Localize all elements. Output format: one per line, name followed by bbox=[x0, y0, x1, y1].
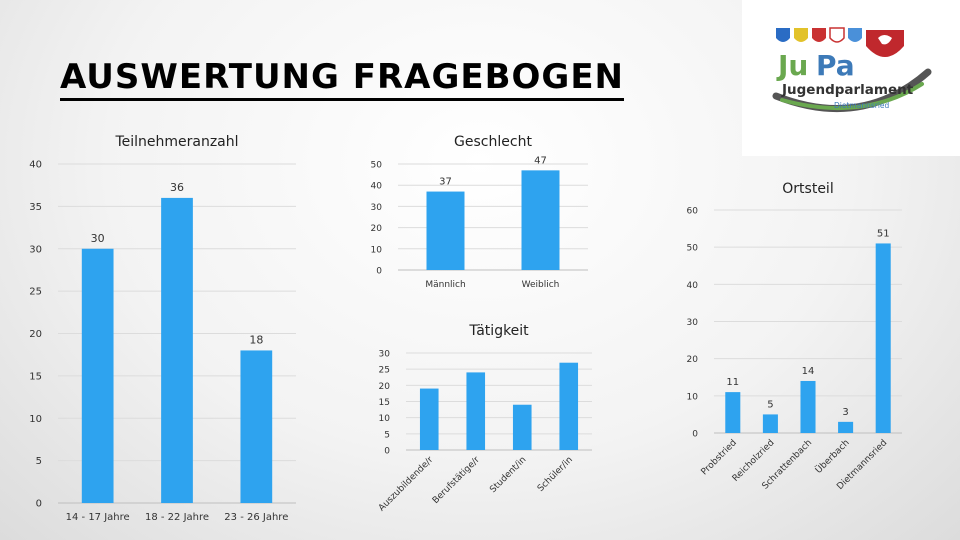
y-tick-label: 10 bbox=[379, 414, 391, 424]
bar-1 bbox=[466, 372, 486, 450]
bar-1 bbox=[521, 170, 560, 270]
y-tick-label: 25 bbox=[379, 366, 390, 376]
category-label: 23 - 26 Jahre bbox=[224, 512, 288, 523]
bar-2 bbox=[240, 350, 273, 503]
bar-3 bbox=[838, 421, 854, 433]
data-label: 18 bbox=[249, 333, 263, 346]
y-tick-label: 0 bbox=[384, 447, 390, 457]
logo-graphic: Ju Pa Jugendparlament Dietmannsried bbox=[772, 27, 932, 113]
data-label: 11 bbox=[726, 377, 739, 388]
y-tick-label: 50 bbox=[371, 161, 383, 171]
data-label: 5 bbox=[767, 399, 773, 410]
bar-0 bbox=[419, 388, 439, 450]
category-label: Überbach bbox=[813, 437, 851, 475]
y-tick-label: 50 bbox=[687, 244, 699, 254]
y-tick-label: 20 bbox=[379, 382, 391, 392]
data-label: 14 bbox=[802, 366, 815, 377]
data-label: 3 bbox=[842, 407, 848, 418]
data-label: 30 bbox=[91, 232, 105, 245]
y-tick-label: 20 bbox=[687, 355, 699, 365]
page-title: AUSWERTUNG FRAGEBOGEN bbox=[60, 56, 625, 101]
bar-0 bbox=[426, 191, 465, 270]
bar-0 bbox=[81, 248, 114, 503]
data-label: 51 bbox=[877, 228, 890, 239]
logo-subtitle: Jugendparlament bbox=[781, 82, 914, 98]
chart-title: Tätigkeit bbox=[468, 323, 529, 339]
bar-2 bbox=[512, 404, 532, 450]
y-tick-label: 15 bbox=[379, 398, 390, 408]
y-tick-label: 10 bbox=[687, 392, 699, 402]
bar-4 bbox=[875, 243, 891, 433]
y-tick-label: 15 bbox=[29, 371, 42, 382]
category-label: 14 - 17 Jahre bbox=[66, 512, 130, 523]
chart-title: Ortsteil bbox=[782, 181, 833, 197]
data-label: 37 bbox=[439, 177, 452, 188]
bar-3 bbox=[559, 362, 579, 450]
y-tick-label: 0 bbox=[36, 499, 42, 510]
y-tick-label: 5 bbox=[36, 456, 42, 467]
y-tick-label: 20 bbox=[371, 224, 383, 234]
category-label: Probstried bbox=[700, 438, 739, 477]
category-label: 18 - 22 Jahre bbox=[145, 512, 209, 523]
y-tick-label: 5 bbox=[384, 430, 390, 440]
y-tick-label: 0 bbox=[376, 267, 382, 277]
jupa-logo: Ju Pa Jugendparlament Dietmannsried bbox=[742, 0, 960, 156]
logo-text-pa: Pa bbox=[816, 49, 855, 82]
bar-0 bbox=[725, 392, 741, 433]
y-tick-label: 10 bbox=[29, 414, 42, 425]
bar-1 bbox=[762, 414, 778, 433]
y-tick-label: 0 bbox=[692, 430, 698, 440]
y-tick-label: 40 bbox=[371, 182, 383, 192]
logo-town: Dietmannsried bbox=[834, 101, 890, 110]
bar-1 bbox=[161, 197, 193, 503]
y-tick-label: 60 bbox=[687, 207, 699, 217]
y-tick-label: 25 bbox=[29, 287, 42, 298]
y-tick-label: 40 bbox=[29, 160, 42, 171]
crest-icons bbox=[776, 27, 904, 57]
y-tick-label: 30 bbox=[371, 203, 383, 213]
y-tick-label: 30 bbox=[29, 244, 42, 255]
y-tick-label: 10 bbox=[371, 245, 383, 255]
category-label: Weiblich bbox=[522, 280, 560, 290]
y-tick-label: 35 bbox=[29, 202, 42, 213]
chart-title: Teilnehmeranzahl bbox=[114, 134, 238, 150]
bar-2 bbox=[800, 380, 816, 433]
chart-title: Geschlecht bbox=[454, 134, 532, 150]
y-tick-label: 20 bbox=[29, 329, 42, 340]
data-label: 36 bbox=[170, 181, 184, 194]
logo-text-ju: Ju bbox=[776, 49, 808, 82]
category-label: Männlich bbox=[425, 280, 465, 290]
data-label: 47 bbox=[534, 155, 547, 166]
y-tick-label: 40 bbox=[687, 281, 699, 291]
y-tick-label: 30 bbox=[687, 318, 699, 328]
y-tick-label: 30 bbox=[379, 350, 391, 360]
